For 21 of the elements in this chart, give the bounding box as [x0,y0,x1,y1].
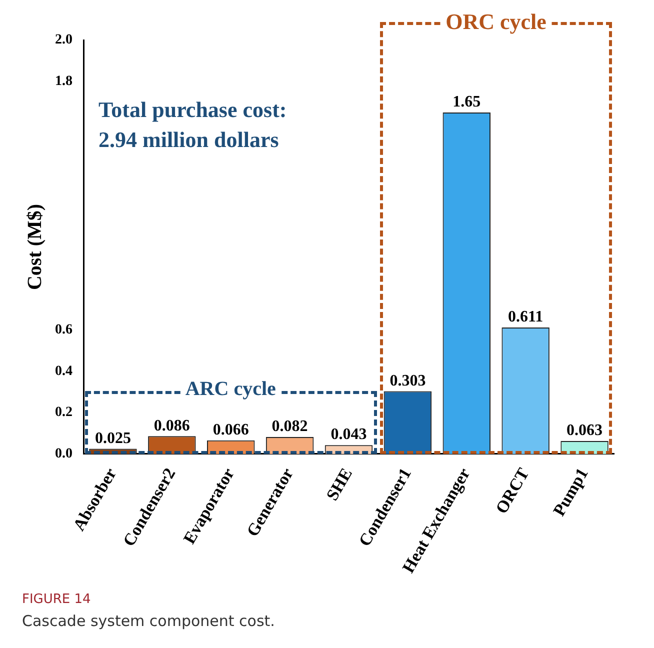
data-label: 0.086 [154,417,190,434]
data-label: 0.043 [330,426,367,444]
data-label: 0.066 [212,421,249,438]
caption: FIGURE 14 [22,592,91,607]
data-label: 1.65 [452,94,481,111]
data-label: 0.082 [272,418,308,436]
y-axis-title: Cost (M$) [24,204,46,290]
y-tick-label: 0.6 [55,322,72,338]
y-tick-label: 1.8 [55,74,72,90]
y-tick-label: 0.4 [55,364,72,379]
data-label: 0.063 [566,422,603,440]
annotation: Total purchase cost: 2.94 million dollars [98,96,288,154]
text: ORC cycle [442,9,550,35]
data-label: 0.611 [508,308,544,326]
y-tick-label: 0.2 [55,405,72,420]
annotation: ARC cycle [182,378,279,401]
y-tick-label: 2.0 [55,32,72,48]
text: Cascade system component cost. [22,612,275,630]
data-label: 0.303 [390,372,426,390]
y-tick-label: 0.0 [55,446,72,462]
data-label: 0.025 [94,430,131,447]
